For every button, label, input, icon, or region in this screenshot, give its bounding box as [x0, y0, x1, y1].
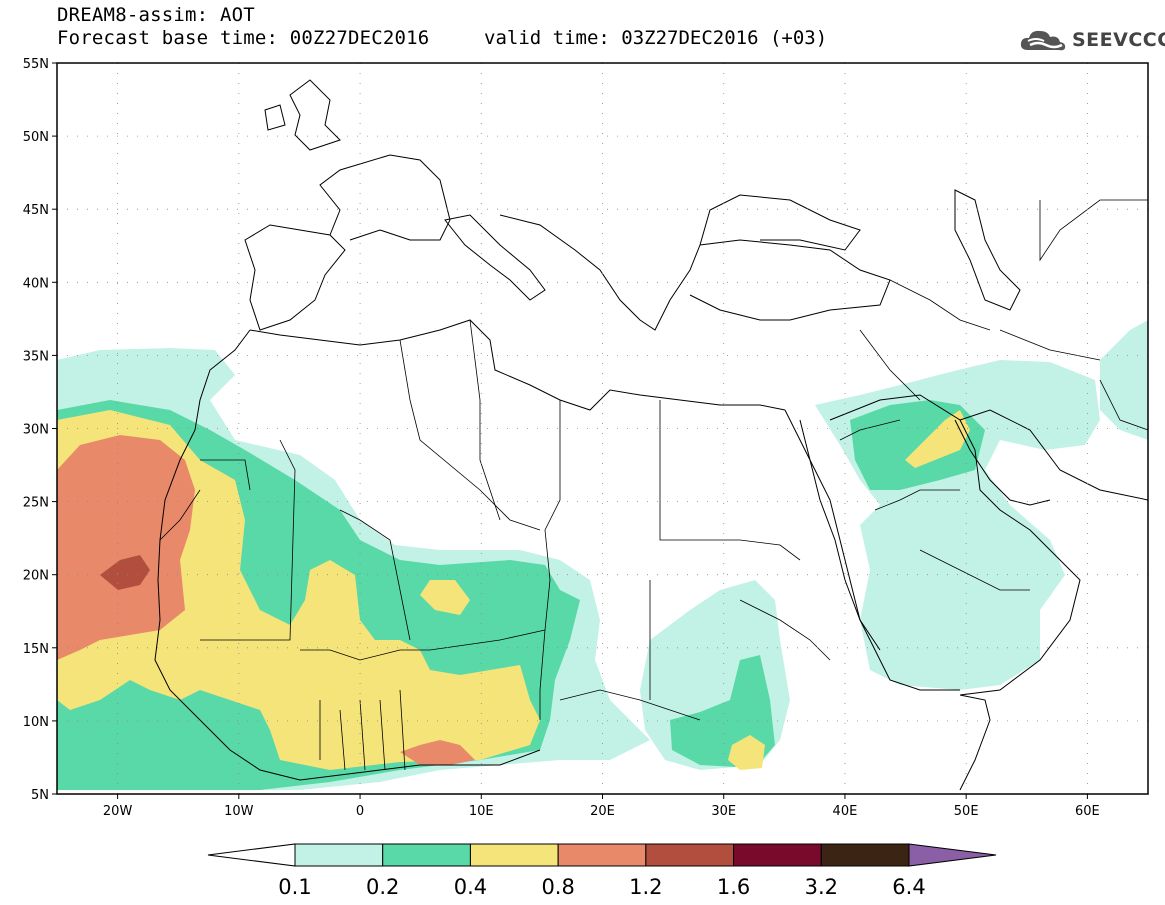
logo-text: SEEVCCC: [1072, 29, 1165, 51]
lat-tick-label: 50N: [23, 130, 49, 145]
coastlines: [154, 79, 1148, 791]
lat-tick-label: 25N: [23, 496, 49, 511]
aot-field-iran-light: [1100, 320, 1148, 440]
valid-time-label: valid time: 03Z27DEC2016 (+03): [484, 27, 828, 49]
aot-field-gulf-yellow: [905, 410, 970, 468]
colorbar-label: 6.4: [892, 875, 925, 899]
lat-tick-label: 15N: [23, 642, 49, 657]
lat-tick-label: 40N: [23, 276, 49, 291]
cloud-icon: [1020, 30, 1066, 51]
lat-tick-label: 55N: [23, 57, 49, 72]
colorbar-label: 1.6: [717, 875, 750, 899]
aot-field-sahel-yellow: [420, 580, 470, 615]
lat-tick-label: 5N: [31, 788, 49, 803]
aot-field-sahara-orange: [57, 435, 195, 660]
lon-tick-label: 10W: [224, 804, 254, 819]
colorbar-min-arrow: [207, 843, 296, 867]
lon-tick-label: 0: [356, 804, 364, 819]
lat-tick-label: 30N: [23, 423, 49, 438]
lon-tick-label: 10E: [469, 804, 494, 819]
colorbar-swatch: [294, 843, 384, 867]
colorbar-swatch: [469, 843, 559, 867]
aot-field-mauritania-darkred: [100, 555, 150, 590]
colorbar-swatch: [733, 843, 822, 867]
aot-colorbar: 0.1 0.2 0.4 0.8 1.2 1.6 3.2 6.4: [207, 843, 997, 899]
colorbar-swatch: [557, 843, 647, 867]
lat-tick-label: 10N: [23, 715, 49, 730]
colorbar-label: 0.2: [366, 875, 399, 899]
colorbar-label: 0.1: [278, 875, 311, 899]
lon-tick-label: 40E: [833, 804, 858, 819]
lat-tick-label: 20N: [23, 569, 49, 584]
colorbar-label: 3.2: [805, 875, 838, 899]
colorbar-swatch: [382, 843, 471, 867]
lat-tick-label: 45N: [23, 203, 49, 218]
map-axes: 55N 50N 45N 40N 35N 30N 25N 20N 15N 10N 5N 20W 10W 0 1…: [23, 57, 1100, 819]
lon-tick-label: 50E: [954, 804, 979, 819]
colorbar-label: 0.8: [541, 875, 574, 899]
aot-shading: [57, 320, 1148, 790]
aot-field-guinea-orange: [400, 740, 475, 765]
colorbar-swatch: [820, 843, 910, 867]
base-time-label: Forecast base time: 00Z27DEC2016: [57, 27, 430, 49]
lat-tick-label: 35N: [23, 349, 49, 364]
colorbar-label: 0.4: [454, 875, 487, 899]
lon-tick-label: 20W: [103, 804, 133, 819]
lon-tick-label: 20E: [590, 804, 615, 819]
model-title: DREAM8-assim: AOT: [57, 4, 255, 26]
seevccc-logo: SEEVCCC: [1018, 26, 1165, 54]
lon-tick-label: 30E: [711, 804, 736, 819]
lon-tick-label: 60E: [1075, 804, 1100, 819]
colorbar-swatch: [645, 843, 735, 867]
aot-field-east-africa-yellow: [728, 735, 765, 770]
colorbar-label: 1.2: [629, 875, 662, 899]
colorbar-max-arrow: [908, 843, 997, 867]
country-borders: [159, 199, 1148, 771]
